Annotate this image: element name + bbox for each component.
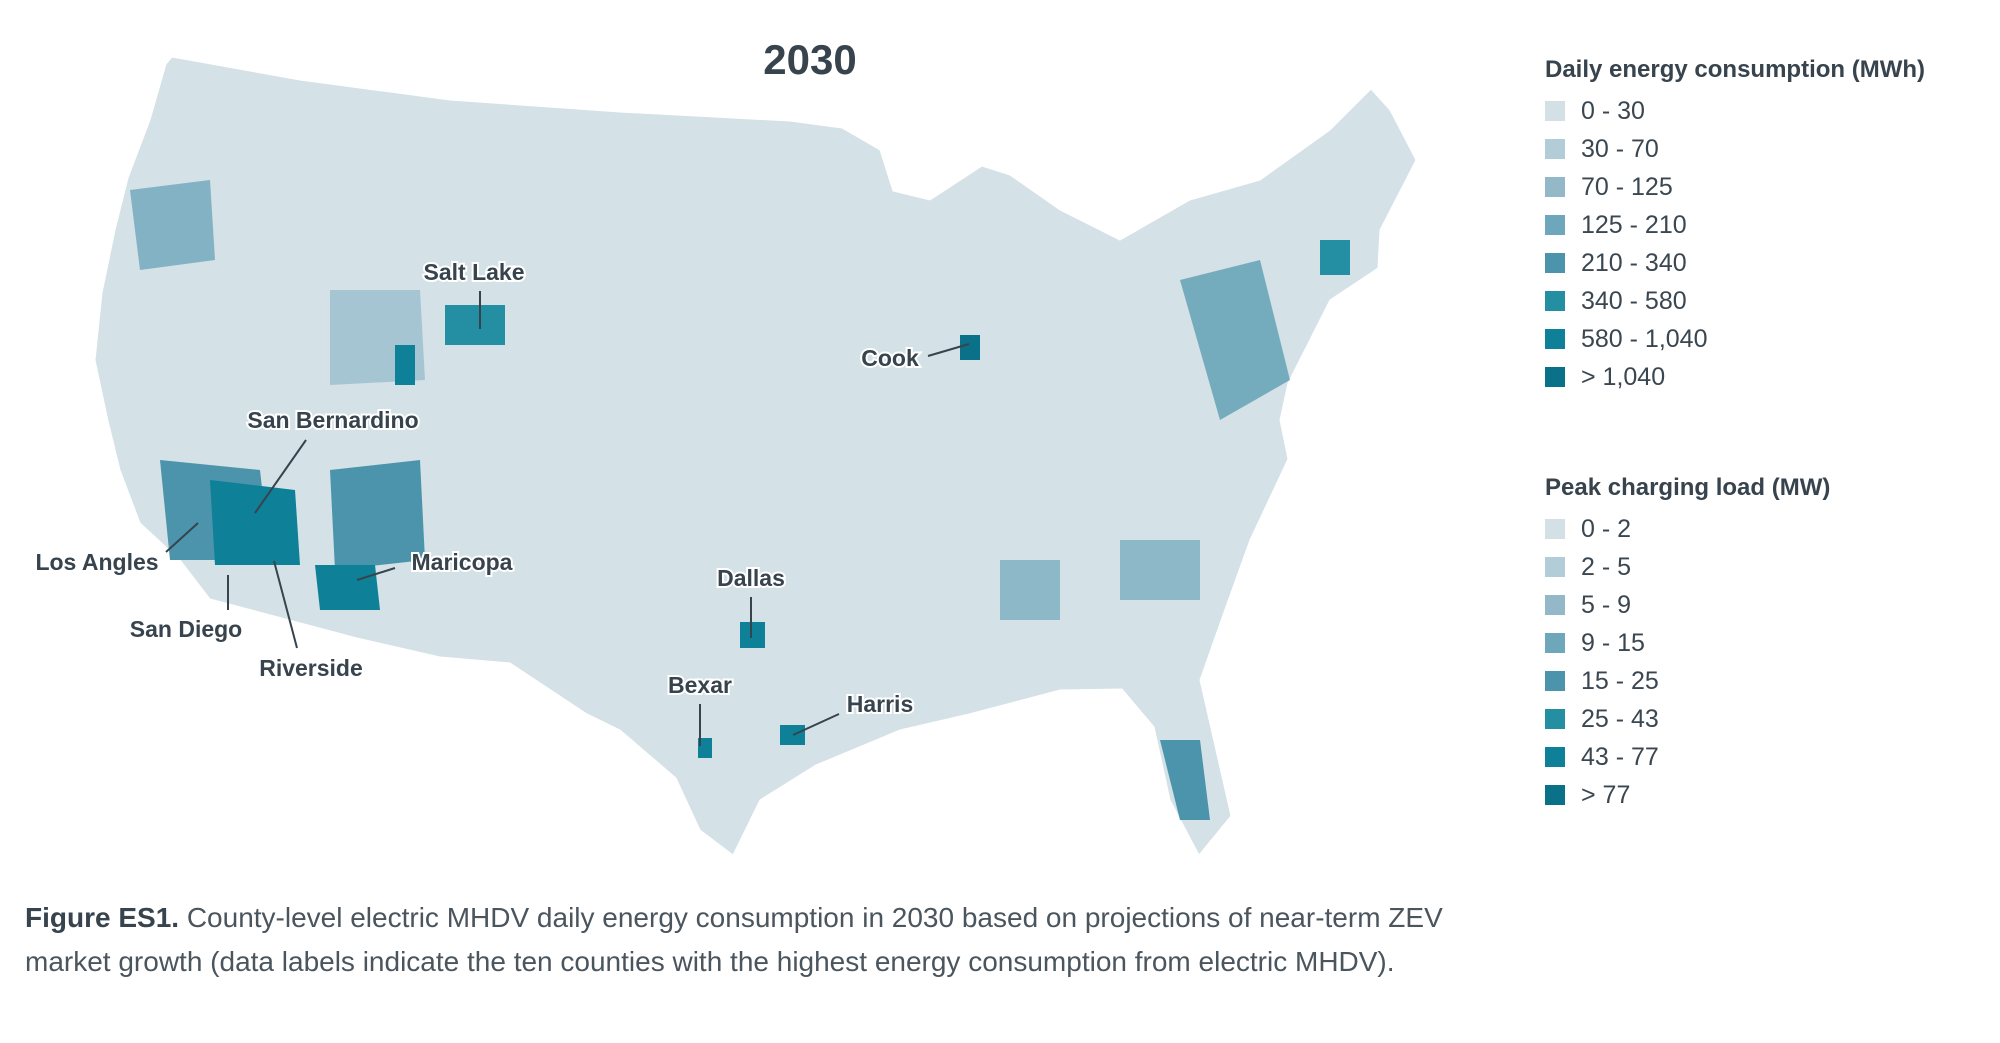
legend-item-label: 43 - 77	[1581, 742, 1659, 771]
legend-item-label: 70 - 125	[1581, 172, 1673, 201]
county-label-leaders	[165, 291, 970, 746]
legend-swatch	[1545, 291, 1565, 311]
legend-item: 25 - 43	[1545, 700, 1830, 738]
legend-item: 70 - 125	[1545, 168, 1925, 206]
legend-peak: Peak charging load (MW) 0 - 2 2 - 5 5 - 9 9…	[1545, 474, 1830, 814]
legend-item-label: 25 - 43	[1581, 704, 1659, 733]
legend-swatch	[1545, 367, 1565, 387]
legend-item-label: 125 - 210	[1581, 210, 1687, 239]
label-salt-lake: Salt Lake	[424, 259, 525, 285]
legend-item: 5 - 9	[1545, 586, 1830, 624]
county-hotspots	[130, 180, 1350, 820]
legend-item-label: 0 - 30	[1581, 96, 1645, 125]
legend-swatch	[1545, 671, 1565, 691]
legend-item-label: > 1,040	[1581, 362, 1666, 391]
label-maricopa: Maricopa	[412, 549, 513, 575]
label-dallas: Dallas	[717, 565, 785, 591]
label-los-angeles: Los Angles	[35, 549, 158, 575]
legend-item: > 1,040	[1545, 358, 1925, 396]
legend-swatch	[1545, 709, 1565, 729]
legend-item-label: 9 - 15	[1581, 628, 1645, 657]
legend-item: 340 - 580	[1545, 282, 1925, 320]
legend-item: 30 - 70	[1545, 130, 1925, 168]
legend-item: 43 - 77	[1545, 738, 1830, 776]
legend-swatch	[1545, 101, 1565, 121]
legend-item-label: 340 - 580	[1581, 286, 1687, 315]
caption-text: County-level electric MHDV daily energy …	[25, 902, 1443, 977]
county-labels: Salt Lake Cook San Bernardino Los Angles…	[33, 257, 921, 719]
legend-item-label: 15 - 25	[1581, 666, 1659, 695]
legend-swatch	[1545, 215, 1565, 235]
legend-swatch	[1545, 253, 1565, 273]
label-san-diego: San Diego	[130, 616, 242, 642]
legend-swatch	[1545, 519, 1565, 539]
legend-swatch	[1545, 785, 1565, 805]
label-san-bernardino: San Bernardino	[247, 407, 418, 433]
legend-item: 0 - 2	[1545, 510, 1830, 548]
legend-swatch	[1545, 177, 1565, 197]
label-cook: Cook	[861, 345, 919, 371]
legend-item: 9 - 15	[1545, 624, 1830, 662]
label-bexar: Bexar	[668, 672, 732, 698]
legend-item: 210 - 340	[1545, 244, 1925, 282]
legend-item-label: 5 - 9	[1581, 590, 1632, 619]
legend-item: 0 - 30	[1545, 92, 1925, 130]
legend-item: > 77	[1545, 776, 1830, 814]
legend-swatch	[1545, 633, 1565, 653]
legend-item-label: 0 - 2	[1581, 514, 1632, 543]
legend-swatch	[1545, 747, 1565, 767]
legend-item-label: 210 - 340	[1581, 248, 1687, 277]
caption-label: Figure ES1.	[25, 902, 180, 933]
legend-item: 580 - 1,040	[1545, 320, 1925, 358]
legend-swatch	[1545, 139, 1565, 159]
label-harris: Harris	[847, 691, 913, 717]
label-riverside: Riverside	[259, 655, 363, 681]
map-title: 2030	[763, 36, 857, 83]
legend-item-label: 580 - 1,040	[1581, 324, 1708, 353]
legend-peak-heading: Peak charging load (MW)	[1545, 474, 1831, 501]
legend-energy: Daily energy consumption (MWh) 0 - 30 30 …	[1545, 56, 1925, 396]
legend-swatch	[1545, 557, 1565, 577]
figure-caption: Figure ES1. County-level electric MHDV d…	[25, 896, 1505, 984]
legend-swatch	[1545, 595, 1565, 615]
legend-item: 15 - 25	[1545, 662, 1830, 700]
legend-item-label: > 77	[1581, 780, 1631, 809]
us-county-map: Salt Lake Cook San Bernardino Los Angles…	[33, 56, 1417, 856]
legend-item: 2 - 5	[1545, 548, 1830, 586]
legend-item-label: 2 - 5	[1581, 552, 1632, 581]
us-outline	[94, 56, 1417, 856]
legend-item-label: 30 - 70	[1581, 134, 1659, 163]
legend-swatch	[1545, 329, 1565, 349]
legend-energy-heading: Daily energy consumption (MWh)	[1545, 56, 1926, 83]
legend-item: 125 - 210	[1545, 206, 1925, 244]
